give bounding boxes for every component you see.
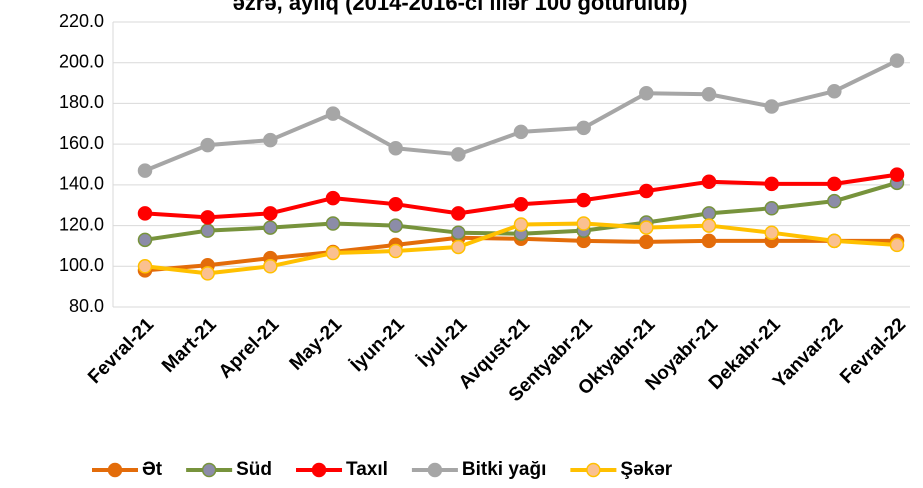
data-point <box>639 86 654 101</box>
data-point <box>137 206 153 221</box>
y-tick-label: 100.0 <box>59 255 104 275</box>
data-point <box>388 218 403 233</box>
y-tick-label: 80.0 <box>69 296 104 316</box>
legend-marker <box>427 462 443 478</box>
data-point <box>889 53 905 68</box>
legend-label: Süd <box>236 459 272 480</box>
data-point <box>451 225 466 240</box>
data-point <box>200 223 215 238</box>
data-point <box>451 206 466 221</box>
data-point <box>701 206 717 221</box>
data-point <box>200 266 215 281</box>
data-point <box>827 193 842 209</box>
legend-label: Taxıl <box>346 459 388 480</box>
data-point <box>137 163 153 178</box>
y-tick-label: 140.0 <box>59 174 104 194</box>
x-tick-label: İyul-21 <box>414 314 472 372</box>
legend-label: Bitki yağı <box>462 459 546 480</box>
data-point <box>764 176 779 192</box>
data-point <box>889 237 905 253</box>
series-line <box>144 58 898 173</box>
data-point <box>764 99 779 114</box>
data-point <box>263 132 278 148</box>
legend-marker <box>311 462 327 478</box>
data-point <box>513 124 529 140</box>
data-point <box>325 245 341 261</box>
data-point <box>200 210 215 225</box>
data-point <box>451 147 466 162</box>
data-point <box>764 225 779 240</box>
data-point <box>576 120 591 136</box>
data-point <box>827 83 842 99</box>
legend-marker <box>107 462 123 478</box>
data-point <box>701 87 717 102</box>
y-tick-label: 120.0 <box>59 214 104 234</box>
data-point <box>639 220 654 235</box>
legend-label: Ət <box>142 459 163 480</box>
data-point <box>701 218 717 233</box>
data-point <box>513 217 529 232</box>
data-point <box>200 137 215 153</box>
data-point <box>137 232 153 248</box>
data-point <box>263 259 278 274</box>
data-point <box>325 216 341 231</box>
y-tick-label: 200.0 <box>59 51 104 71</box>
legend-label: Şəkər <box>620 459 672 480</box>
data-point <box>325 190 341 206</box>
x-tick-label: Aprel-21 <box>215 314 284 383</box>
x-tick-label: İyun-21 <box>347 314 409 376</box>
data-point <box>325 106 341 121</box>
x-tick-label: Fevral-21 <box>84 314 158 388</box>
data-point <box>639 183 654 199</box>
data-point <box>764 201 779 216</box>
y-tick-label: 160.0 <box>59 133 104 153</box>
data-point <box>576 192 591 208</box>
legend-marker <box>586 462 601 478</box>
data-point <box>263 220 278 235</box>
data-point <box>701 233 717 249</box>
data-point <box>263 206 278 221</box>
x-tick-label: Fevral-22 <box>836 314 910 388</box>
data-point <box>388 140 403 156</box>
data-point <box>137 259 153 274</box>
y-tick-label: 220.0 <box>59 11 104 31</box>
data-point <box>576 216 591 231</box>
data-point <box>701 174 717 190</box>
x-tick-label: Mart-21 <box>158 314 221 377</box>
chart-title: əzrə, aylıq (2014-2016-cı illər 100 götü… <box>233 0 688 15</box>
data-point <box>388 196 403 212</box>
data-point <box>513 196 529 212</box>
data-point <box>388 243 403 259</box>
data-point <box>639 234 654 250</box>
y-tick-label: 180.0 <box>59 92 104 112</box>
data-point <box>827 176 842 192</box>
data-point <box>889 167 905 182</box>
data-point <box>451 239 466 255</box>
legend-marker <box>201 462 217 478</box>
x-tick-label: May-21 <box>286 314 347 375</box>
data-point <box>827 233 842 249</box>
